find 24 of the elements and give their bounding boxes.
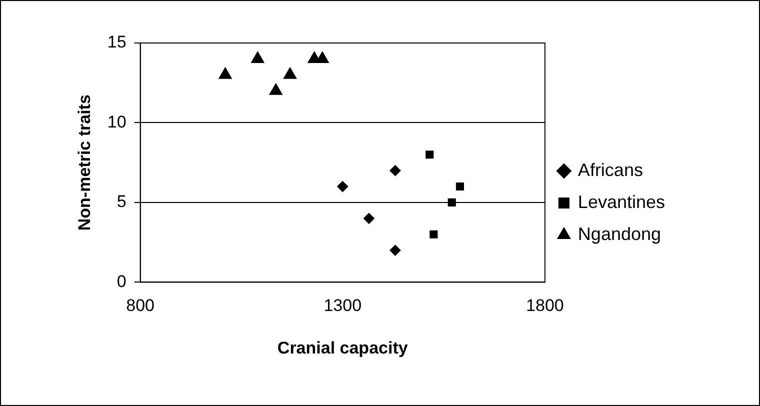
point: [390, 165, 401, 176]
y-tick-label: 15: [107, 32, 126, 52]
point: [448, 198, 456, 206]
y-tick-label: 10: [107, 112, 126, 132]
legend-label: Levantines: [578, 192, 666, 212]
point: [430, 230, 438, 238]
point: [363, 212, 374, 224]
x-tick-label: 1300: [324, 296, 362, 316]
x-axis-title: Cranial capacity: [277, 338, 408, 358]
point: [218, 67, 232, 79]
legend-label: Africans: [578, 160, 643, 180]
point: [456, 182, 464, 191]
y-tick-label: 0: [116, 272, 126, 291]
legend-label: Ngandong: [578, 224, 662, 244]
point: [251, 51, 264, 63]
y-tick-label: 5: [116, 192, 126, 212]
point: [283, 67, 297, 79]
point: [390, 244, 401, 256]
y-axis-title: Non-metric traits: [74, 94, 94, 231]
point: [426, 150, 434, 159]
point: [269, 83, 282, 95]
point: [337, 181, 348, 192]
x-tick-label: 1800: [526, 296, 564, 316]
x-tick-label: 800: [126, 296, 154, 316]
